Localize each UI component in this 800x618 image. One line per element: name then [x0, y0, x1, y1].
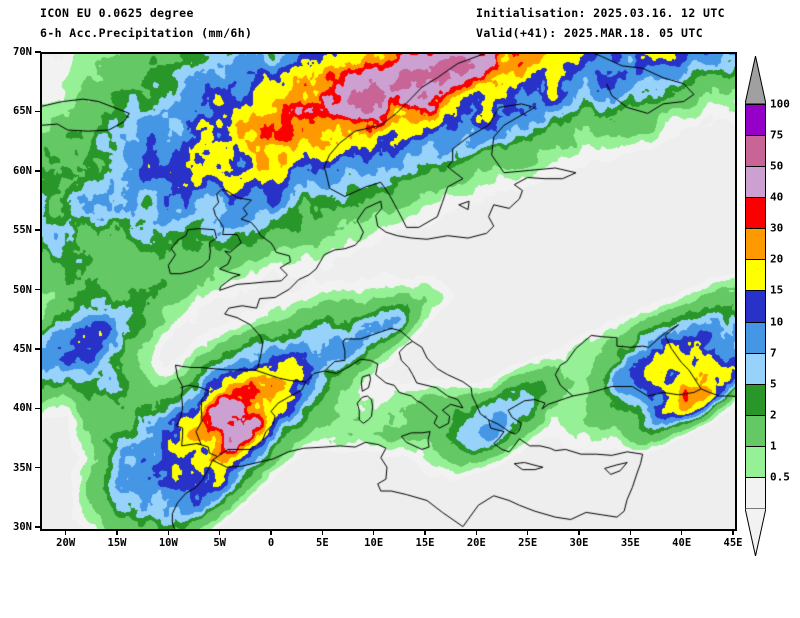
x-axis-tick-mark [680, 529, 683, 535]
x-axis-tick-label: 5W [213, 537, 226, 549]
colorbar-band [746, 260, 765, 292]
y-axis-tick-mark [35, 288, 41, 291]
y-axis-tick-mark [35, 407, 41, 409]
colorbar-tick-label: 40 [770, 190, 784, 204]
x-axis-tick-mark [167, 529, 170, 535]
colorbar-tick-label: 20 [770, 252, 784, 266]
x-axis-tick-mark [116, 529, 118, 535]
x-axis-tick-label: 5E [316, 537, 329, 549]
colorbar-tick-label: 2 [770, 408, 777, 422]
colorbar-band [746, 167, 765, 199]
colorbar-tick-label: 30 [770, 221, 784, 235]
x-axis-tick-mark [629, 529, 632, 535]
y-axis-tick-label: 35N [13, 461, 32, 474]
x-axis-tick-label: 10E [364, 537, 384, 549]
x-axis-tick-label: 20W [56, 537, 76, 549]
colorbar-band [746, 353, 765, 385]
colorbar-band [746, 415, 765, 447]
y-axis-tick-mark [35, 526, 41, 528]
x-axis-tick-mark [372, 529, 375, 535]
x-axis-tick-mark [526, 529, 529, 535]
x-axis-tick-mark [475, 529, 478, 535]
y-axis-tick-mark [35, 466, 41, 469]
x-axis-tick-label: 25E [518, 537, 538, 549]
y-axis-tick-label: 30N [13, 521, 32, 533]
x-axis-tick-label: 0 [267, 537, 275, 549]
y-axis-tick-label: 50N [13, 283, 32, 296]
colorbar-tick-label: 10 [770, 315, 784, 329]
y-axis-tick-mark [35, 51, 41, 53]
colorbar-tick-label: 75 [770, 128, 784, 142]
y-axis-tick-label: 45N [13, 342, 32, 355]
model-name-label: ICON EU 0.0625 degree [40, 6, 194, 20]
x-axis-tick-label: 15W [107, 537, 127, 549]
x-axis-tick-label: 15E [415, 537, 435, 549]
y-axis-tick-label: 55N [13, 224, 32, 237]
x-axis-tick-mark [578, 529, 580, 535]
y-axis-tick-mark [35, 348, 41, 350]
x-axis-tick-label: 35E [620, 537, 640, 549]
colorbar-band [746, 384, 765, 416]
initialisation-time-label: Initialisation: 2025.03.16. 12 UTC [476, 6, 726, 20]
colorbar-band [746, 198, 765, 230]
y-axis-tick-mark [35, 229, 41, 231]
colorbar-band [746, 322, 765, 354]
colorbar-band [746, 477, 765, 509]
map-plot-area [40, 52, 737, 531]
colorbar-over-arrow-icon [745, 56, 766, 104]
x-axis-tick-label: 10W [158, 537, 178, 549]
x-axis-tick-label: 30E [569, 537, 589, 549]
colorbar-band [746, 291, 765, 323]
colorbar-band [746, 446, 765, 478]
y-axis-tick-mark [35, 170, 41, 172]
x-axis-tick-mark [218, 529, 221, 535]
x-axis-tick-label: 45E [723, 537, 743, 549]
colorbar-tick-label: 100 [770, 97, 790, 111]
y-axis-tick-label: 40N [13, 402, 32, 415]
precipitation-heatmap-canvas [42, 54, 735, 529]
field-description-label: 6-h Acc.Precipitation (mm/6h) [40, 26, 253, 40]
colorbar-band [746, 136, 765, 168]
x-axis-tick-label: 40E [672, 537, 692, 549]
colorbar-gradient [745, 104, 766, 509]
colorbar-under-arrow-icon [745, 508, 766, 556]
y-axis-tick-mark [35, 110, 41, 113]
x-axis-tick-label: 20E [466, 537, 486, 549]
valid-time-label: Valid(+41): 2025.MAR.18. 05 UTC [476, 26, 704, 40]
colorbar-band [746, 105, 765, 137]
x-axis-tick-mark [64, 529, 67, 535]
y-axis-tick-label: 65N [13, 105, 32, 118]
y-axis-tick-label: 70N [13, 46, 32, 58]
colorbar: 100 75 50 40 30 20 15 10 7 5 2 1 0.5 [742, 48, 800, 556]
x-axis-tick-mark [270, 529, 272, 535]
colorbar-tick-label: 5 [770, 377, 777, 391]
y-axis-tick-label: 60N [13, 164, 32, 177]
x-axis-tick-mark [732, 529, 734, 535]
colorbar-band [746, 229, 765, 261]
x-axis-tick-mark [321, 529, 324, 535]
x-axis-tick-mark [424, 529, 426, 535]
colorbar-tick-label: 1 [770, 439, 777, 453]
colorbar-tick-label: 50 [770, 159, 784, 173]
colorbar-tick-label: 15 [770, 283, 784, 297]
colorbar-tick-label: 0.5 [770, 470, 790, 484]
colorbar-tick-label: 7 [770, 346, 777, 360]
